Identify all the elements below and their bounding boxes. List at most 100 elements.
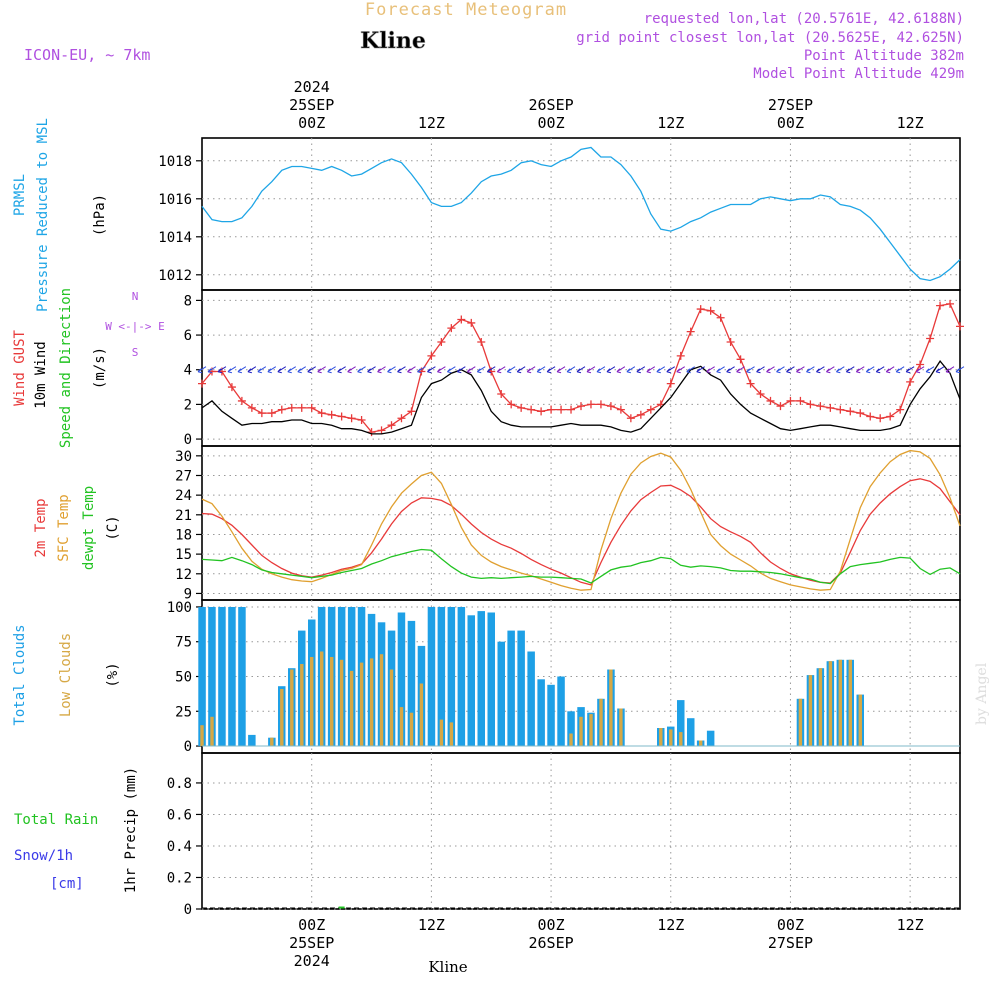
wind-dir-arrow bbox=[945, 366, 955, 374]
wind-dir-arrow bbox=[437, 366, 446, 374]
bar-total-clouds bbox=[547, 684, 555, 746]
wind-dir-arrow bbox=[875, 366, 885, 374]
wind-dir-arrow bbox=[716, 366, 725, 374]
gust-marker bbox=[706, 306, 715, 315]
wind-dir-arrow bbox=[526, 366, 536, 374]
gust-marker bbox=[477, 338, 486, 346]
gust-marker bbox=[517, 403, 526, 412]
bar-low-clouds bbox=[290, 669, 294, 746]
wind-dir-arrow bbox=[476, 366, 486, 374]
time-label-bottom: 25SEP bbox=[289, 934, 334, 952]
bar-total-clouds bbox=[437, 607, 446, 747]
panel-wind: 8 6 4 2 0 bbox=[184, 289, 965, 448]
bar-total-clouds bbox=[218, 607, 226, 747]
time-label-bottom: 00Z bbox=[538, 916, 565, 934]
bar-low-clouds bbox=[599, 698, 603, 747]
ytick-label: 21 bbox=[175, 508, 192, 524]
wind-dir-arrow bbox=[825, 366, 835, 374]
wind-dir-arrow bbox=[806, 366, 815, 374]
temp-label-dewpt: dewpt Temp bbox=[81, 486, 97, 570]
precip-label-cm: [cm] bbox=[50, 876, 84, 892]
wind-dir-arrow bbox=[915, 366, 925, 374]
ytick-label: 6 bbox=[184, 328, 192, 344]
wind-dir-arrow bbox=[377, 366, 386, 374]
wind-dir-arrow bbox=[606, 366, 616, 374]
ytick-label: 0.2 bbox=[167, 870, 192, 886]
wind-dir-arrow bbox=[646, 366, 656, 374]
ytick-label: 0 bbox=[184, 739, 192, 755]
wind-dir-arrow bbox=[337, 366, 346, 374]
wind-dir-arrow bbox=[816, 366, 825, 374]
wind-dir-arrow bbox=[417, 366, 426, 374]
requested-coords: requested lon,lat (20.5761E, 42.6188N) bbox=[644, 11, 964, 27]
gust-marker bbox=[437, 338, 446, 346]
wind-dir-arrow bbox=[576, 366, 586, 374]
bar-total-clouds bbox=[228, 607, 236, 747]
wind-dir-arrow bbox=[955, 366, 965, 374]
wind-dir-arrow bbox=[776, 366, 785, 374]
cloud-label-unit: (%) bbox=[105, 662, 121, 687]
bar-low-clouds bbox=[359, 662, 364, 747]
bar-low-clouds bbox=[349, 670, 354, 746]
bar-low-clouds bbox=[210, 716, 214, 746]
gust-marker bbox=[956, 322, 964, 331]
bar-total-clouds bbox=[687, 718, 695, 746]
bar-low-clouds bbox=[449, 722, 454, 746]
bar-low-clouds bbox=[399, 707, 404, 746]
bar-total-clouds bbox=[507, 630, 515, 746]
time-label-bottom: 2024 bbox=[294, 952, 330, 970]
wind-dir-arrow bbox=[596, 366, 606, 374]
compass-we: W <-|-> E bbox=[105, 320, 165, 333]
ytick-label: 1014 bbox=[158, 230, 192, 246]
series-wind-gust bbox=[201, 303, 961, 433]
gust-marker bbox=[567, 405, 576, 414]
time-label-bottom: 27SEP bbox=[768, 934, 813, 952]
wind-dir-arrow bbox=[407, 366, 416, 374]
wind-dir-arrow bbox=[427, 366, 436, 374]
credit-label: by Angel bbox=[974, 662, 990, 725]
ytick-label: 0.4 bbox=[167, 839, 192, 855]
wind-dir-arrow bbox=[546, 366, 556, 374]
bar-total-clouds bbox=[517, 630, 525, 746]
bar-low-clouds bbox=[679, 732, 683, 746]
gust-marker bbox=[936, 301, 945, 310]
gust-marker bbox=[616, 405, 625, 414]
ytick-label: 30 bbox=[175, 449, 192, 465]
time-label-top: 2024 bbox=[294, 78, 330, 96]
gust-marker bbox=[736, 355, 745, 364]
bar-total-clouds bbox=[557, 676, 565, 746]
gust-marker bbox=[547, 405, 556, 414]
bar-low-clouds bbox=[669, 729, 673, 747]
gust-marker bbox=[427, 351, 436, 360]
ytick-label: 100 bbox=[167, 600, 192, 616]
bar-low-clouds bbox=[619, 708, 623, 747]
bar-total-clouds bbox=[537, 679, 545, 747]
gust-marker bbox=[537, 407, 546, 416]
gust-marker bbox=[237, 396, 246, 405]
wind-dir-arrow bbox=[895, 366, 905, 374]
gust-marker bbox=[886, 412, 895, 421]
ytick-label: 4 bbox=[184, 363, 192, 379]
wind-dir-arrow bbox=[756, 366, 765, 374]
bar-low-clouds bbox=[858, 694, 862, 747]
wind-dir-arrow bbox=[456, 366, 466, 374]
ytick-label: 75 bbox=[175, 635, 192, 651]
bar-low-clouds bbox=[579, 716, 583, 746]
bar-low-clouds bbox=[310, 657, 314, 746]
cloud-panel-labels: Total Clouds Low Clouds (%) bbox=[12, 624, 121, 725]
gust-marker bbox=[327, 410, 336, 419]
gust-marker bbox=[198, 379, 206, 388]
gust-marker bbox=[467, 318, 476, 327]
panel-frame-precip bbox=[201, 752, 961, 910]
gust-marker bbox=[766, 396, 775, 405]
gust-marker bbox=[796, 396, 805, 405]
bar-low-clouds bbox=[699, 740, 703, 747]
bar-total-clouds bbox=[527, 651, 535, 747]
wind-dir-arrow bbox=[466, 366, 476, 374]
ytick-label: 0 bbox=[184, 432, 192, 448]
wind-label-dir: Speed and Direction bbox=[58, 288, 74, 448]
wind-dir-arrow bbox=[666, 366, 676, 374]
panel-pressure: 1018 1016 1014 1012 bbox=[158, 137, 961, 291]
gust-marker bbox=[626, 414, 635, 423]
